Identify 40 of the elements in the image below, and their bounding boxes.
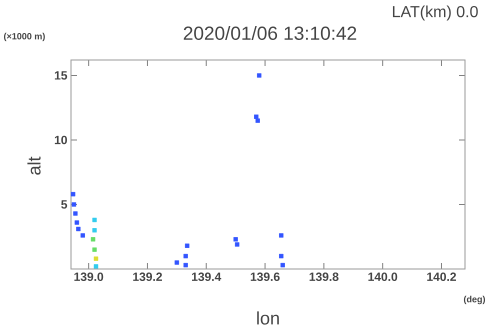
text: (×1000 m) — [4, 32, 45, 42]
point — [279, 233, 284, 238]
point — [234, 242, 240, 247]
x-axis-title: lon — [257, 311, 279, 325]
point — [280, 262, 285, 268]
point — [80, 233, 85, 238]
chart-title: 2020/01/06 13:10:42 — [184, 26, 356, 40]
point — [184, 244, 190, 248]
point — [256, 73, 262, 78]
x-tick-label: 139.4 — [192, 272, 222, 282]
point — [92, 218, 97, 222]
y-tick-label: 10 — [54, 136, 67, 144]
chart-subtitle: LAT(km) 0.0 — [392, 6, 478, 20]
x-tick-label: 139.8 — [310, 272, 339, 282]
point — [70, 192, 76, 196]
x-tick-label: 139.2 — [133, 272, 162, 282]
point — [233, 237, 238, 242]
y-tick-label: 5 — [61, 200, 68, 209]
text: (deg) — [464, 296, 486, 304]
point — [73, 211, 78, 216]
point — [279, 254, 284, 258]
point — [174, 260, 180, 265]
point — [92, 247, 97, 252]
point — [74, 220, 80, 225]
y-axis-title: alt — [27, 156, 41, 175]
point — [94, 256, 98, 261]
point — [256, 118, 260, 123]
x-tick-label: 140.2 — [427, 272, 456, 282]
point — [76, 226, 81, 232]
point — [92, 228, 97, 232]
point — [90, 237, 96, 242]
x-tick-label: 139.0 — [74, 272, 104, 282]
x-tick-label: 140.0 — [368, 272, 398, 282]
point — [183, 262, 188, 268]
point — [183, 254, 188, 258]
x-tick-label: 139.6 — [250, 272, 280, 282]
point — [72, 202, 76, 207]
y-tick-label: 15 — [54, 71, 68, 80]
point — [94, 264, 98, 269]
point — [254, 114, 258, 119]
